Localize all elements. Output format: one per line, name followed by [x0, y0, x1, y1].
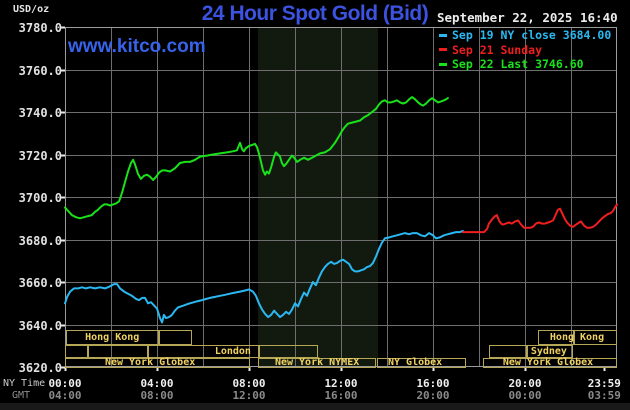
page-title: 24 Hour Spot Gold (Bid) [201, 2, 429, 25]
legend-dash-icon [439, 33, 447, 37]
legend-label: Sep 21 Sunday [452, 42, 543, 57]
legend-dash-icon [439, 62, 447, 66]
gmt-axis-label: GMT [12, 390, 31, 401]
legend-entry-sep19: Sep 19 NY close 3684.00 [439, 28, 611, 43]
legend-entry-sep22: Sep 22 Last 3746.60 [439, 57, 611, 72]
chart-timestamp: September 22, 2025 16:40 [437, 10, 618, 25]
legend-entry-sep21: Sep 21 Sunday [439, 43, 611, 58]
legend-label: Sep 22 Last 3746.60 [452, 57, 584, 72]
plot-border [65, 27, 617, 367]
legend: Sep 19 NY close 3684.00 Sep 21 Sunday Sep … [439, 28, 611, 72]
price-line-sep19 [64, 230, 464, 324]
price-line-sep21 [461, 203, 618, 234]
price-line-sep22 [64, 96, 449, 220]
legend-label: Sep 19 NY close 3684.00 [452, 28, 612, 43]
bottom-strip [0, 403, 630, 410]
ny-time-axis-label: NY Time [3, 378, 46, 389]
legend-dash-icon [439, 48, 447, 52]
kitco-website-link[interactable]: www.kitco.com [68, 36, 206, 57]
unit-label: USD/oz [13, 4, 50, 15]
